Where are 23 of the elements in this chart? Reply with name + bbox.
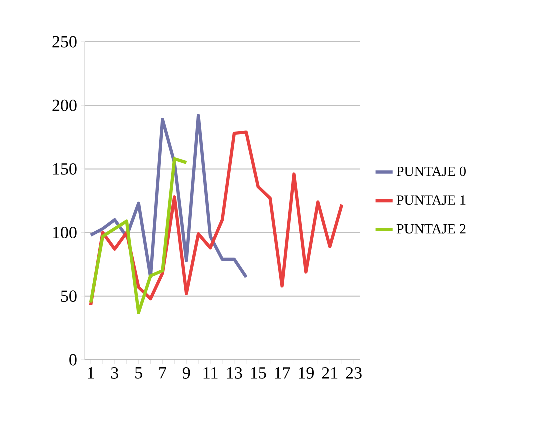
x-tick-label: 21 (322, 368, 338, 379)
x-tick-label: 11 (204, 368, 218, 379)
y-tick-label: 100 (53, 227, 77, 239)
y-tick-label: 200 (52, 100, 77, 112)
x-tick-label: 1 (88, 368, 94, 379)
y-tick-label: 150 (53, 163, 77, 175)
x-tick-label: 17 (275, 368, 290, 379)
line-series (89, 157, 188, 315)
y-tick-label: 250 (52, 36, 77, 48)
x-tick-label: 9 (182, 368, 190, 379)
x-tick-label: 15 (251, 368, 266, 379)
x-tick-label: 19 (299, 368, 314, 379)
x-tick-label: 7 (160, 368, 166, 379)
x-tick-label: 3 (111, 368, 118, 379)
x-tick-label: 23 (346, 368, 362, 379)
legend-label: PUNTAJE 1 (396, 196, 466, 206)
y-tick-label: 0 (70, 354, 77, 366)
legend-label: PUNTAJE 2 (396, 224, 466, 234)
x-tick-label: 13 (227, 368, 242, 379)
y-tick-label: 50 (61, 290, 77, 302)
legend-label: PUNTAJE 0 (396, 166, 466, 176)
line-series (89, 114, 248, 279)
x-tick-label: 5 (136, 368, 142, 379)
